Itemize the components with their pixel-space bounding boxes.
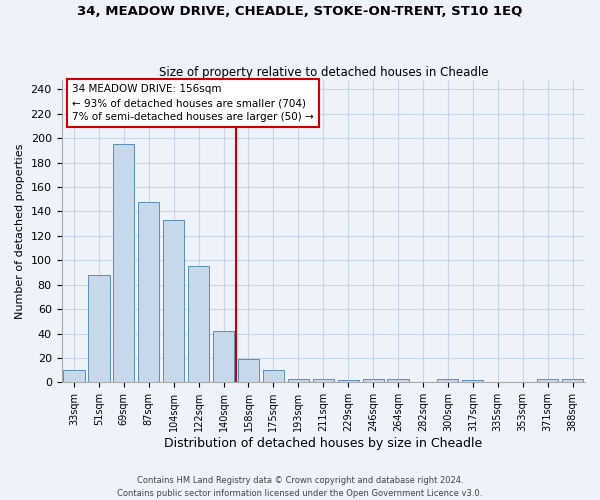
Text: 34, MEADOW DRIVE, CHEADLE, STOKE-ON-TRENT, ST10 1EQ: 34, MEADOW DRIVE, CHEADLE, STOKE-ON-TREN… (77, 5, 523, 18)
Bar (188, 266, 209, 382)
Y-axis label: Number of detached properties: Number of detached properties (15, 144, 25, 318)
Bar (238, 359, 259, 382)
Bar (213, 331, 234, 382)
Bar (288, 378, 309, 382)
Bar (388, 378, 409, 382)
Bar (88, 275, 110, 382)
Bar (362, 378, 384, 382)
Bar (462, 380, 484, 382)
Text: 34 MEADOW DRIVE: 156sqm
← 93% of detached houses are smaller (704)
7% of semi-de: 34 MEADOW DRIVE: 156sqm ← 93% of detache… (72, 84, 314, 122)
Title: Size of property relative to detached houses in Cheadle: Size of property relative to detached ho… (158, 66, 488, 78)
Bar (537, 378, 558, 382)
Bar (263, 370, 284, 382)
Text: Contains HM Land Registry data © Crown copyright and database right 2024.
Contai: Contains HM Land Registry data © Crown c… (118, 476, 482, 498)
Bar (562, 378, 583, 382)
Bar (64, 370, 85, 382)
Bar (163, 220, 184, 382)
Bar (338, 380, 359, 382)
Bar (313, 378, 334, 382)
Bar (437, 378, 458, 382)
Bar (138, 202, 160, 382)
X-axis label: Distribution of detached houses by size in Cheadle: Distribution of detached houses by size … (164, 437, 482, 450)
Bar (113, 144, 134, 382)
